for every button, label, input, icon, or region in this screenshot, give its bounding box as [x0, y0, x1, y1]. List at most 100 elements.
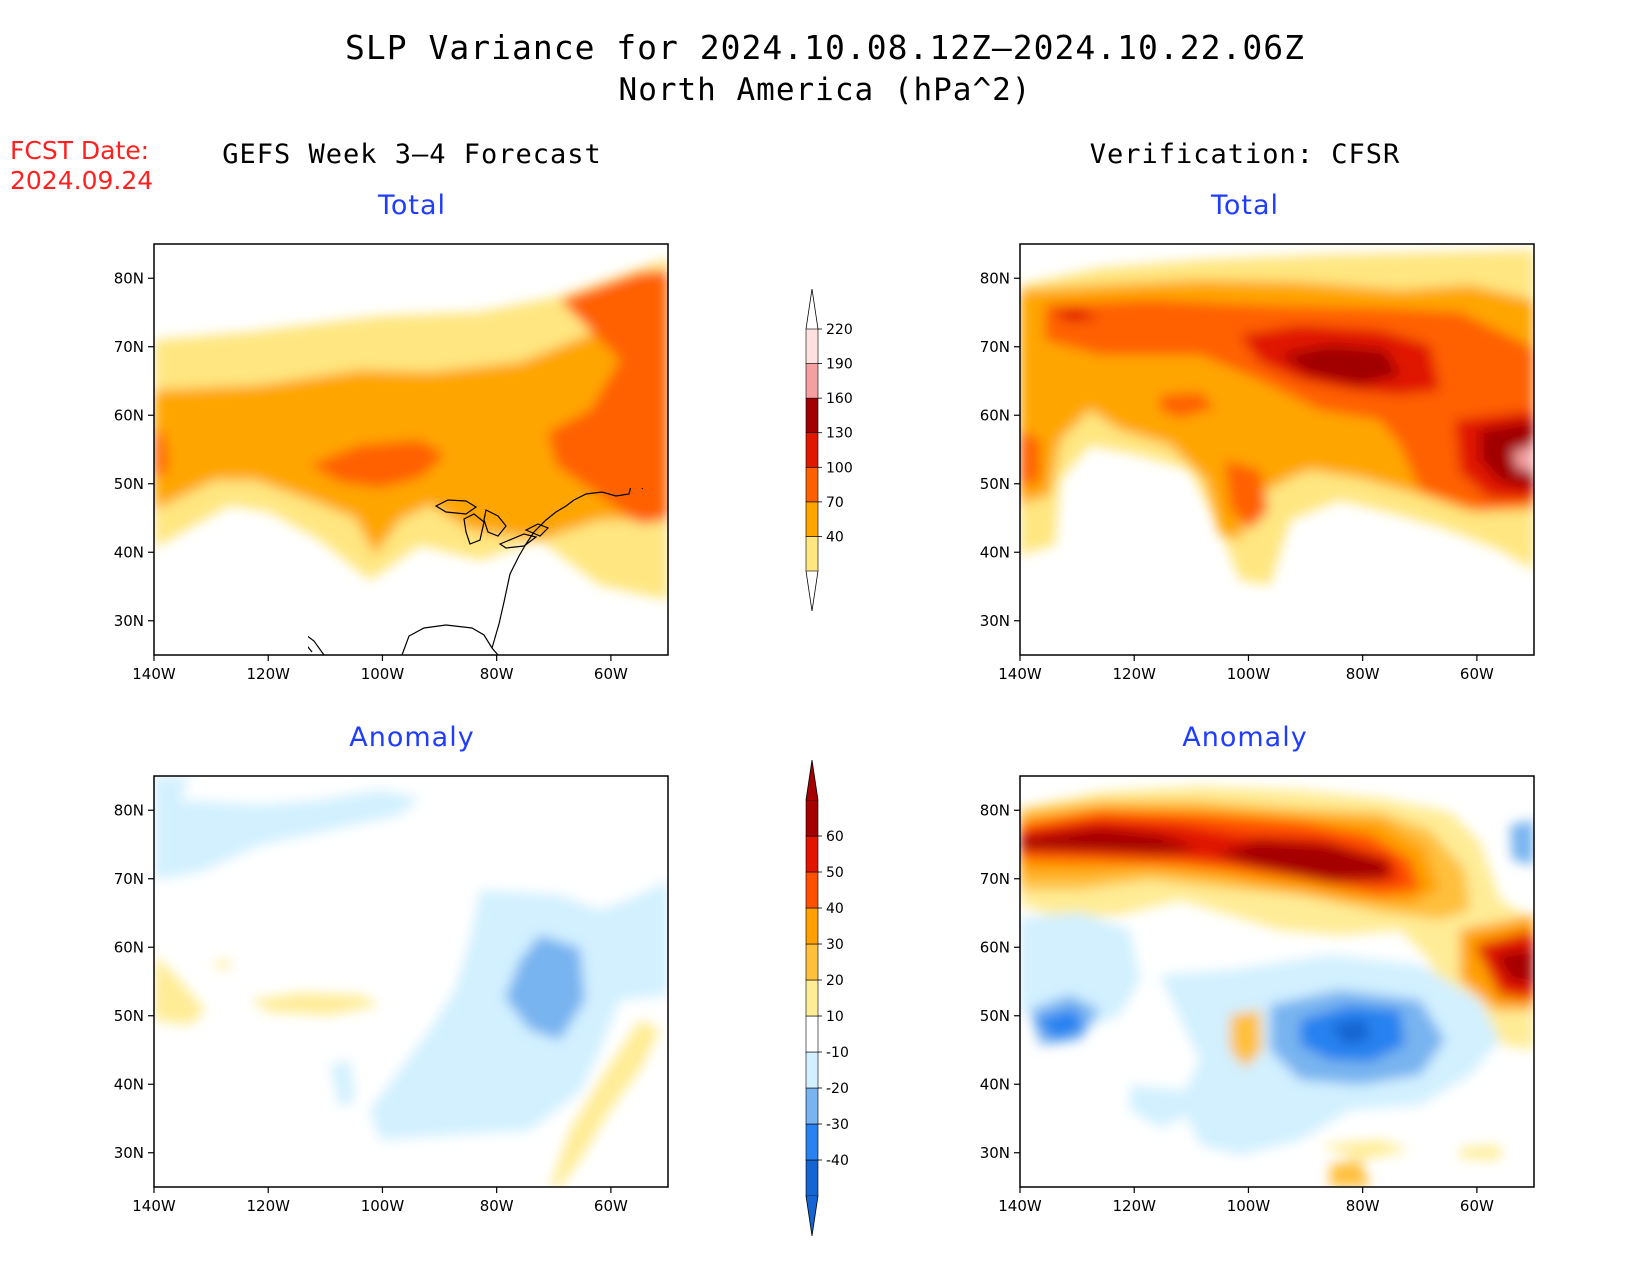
axes-layer: 140W 120W 100W 80W 60W80N70N60N50N40N30N140W…	[114, 243, 1535, 1215]
map-frame	[153, 775, 669, 1188]
panel-title-gefs-total: Total	[377, 190, 447, 221]
colorbar-label: 40	[826, 901, 844, 917]
colorbar-top-cap	[805, 288, 819, 330]
colorbar-swatch	[805, 979, 819, 1017]
lon-tick-label: 80W	[1346, 665, 1380, 683]
colorbar-swatch	[805, 536, 819, 572]
colorbar-swatch	[805, 501, 819, 537]
colorbar-label: -40	[826, 1153, 849, 1169]
colorbar-swatch	[805, 1015, 819, 1053]
colorbar-swatch	[805, 432, 819, 468]
map-panel-gefs-anomaly	[154, 776, 668, 1187]
lon-tick-label: 100W	[1227, 1197, 1271, 1215]
map-frame	[153, 243, 669, 656]
colorbar-label: 130	[826, 426, 853, 442]
colorbar-label: 20	[826, 973, 844, 989]
colorbar-swatch	[805, 871, 819, 909]
lon-tick-label: 140W	[998, 665, 1042, 683]
lon-tick-label: 120W	[1112, 1197, 1156, 1215]
colorbar-swatch	[805, 943, 819, 981]
colorbar-swatch	[805, 907, 819, 945]
lat-tick-label: 60N	[114, 938, 144, 956]
colorbar-swatch	[805, 835, 819, 873]
lat-tick-label: 30N	[980, 612, 1010, 630]
axes-cfsr-anomaly: 140W 120W 100W 80W 60W 80N 70N 60N 50N 40N 30N	[980, 775, 1535, 1215]
lat-tick-label: 80N	[980, 801, 1010, 819]
lat-tick-label: 80N	[114, 269, 144, 287]
colorbar-swatch	[805, 466, 819, 503]
lat-tick-label: 30N	[980, 1144, 1010, 1162]
map-frame	[1019, 775, 1535, 1188]
colorbar-swatch	[805, 328, 819, 364]
lat-tick-label: 60N	[980, 938, 1010, 956]
lat-tick-label: 80N	[114, 801, 144, 819]
lon-tick-label: 140W	[998, 1197, 1042, 1215]
map-frame	[1019, 243, 1535, 656]
lat-tick-label: 40N	[114, 543, 144, 561]
colorbar-swatch	[805, 1051, 819, 1089]
lat-tick-label: 70N	[980, 870, 1010, 888]
colorbar-label: 10	[826, 1009, 844, 1025]
colorbar-swatch	[805, 1087, 819, 1125]
lat-tick-label: 50N	[980, 475, 1010, 493]
colorbar-label: 30	[826, 937, 844, 953]
lat-tick-label: 30N	[114, 612, 144, 630]
lat-tick-label: 40N	[114, 1075, 144, 1093]
panel-title-gefs-anomaly: Anomaly	[349, 722, 475, 753]
colorbar-swatch	[805, 1123, 819, 1161]
lat-tick-label: 30N	[114, 1144, 144, 1162]
colorbar-top-cap	[805, 759, 819, 801]
lon-tick-label: 120W	[246, 665, 290, 683]
map-panel-gefs-total	[154, 244, 669, 656]
lon-tick-label: 140W	[132, 1197, 176, 1215]
colorbar-swatch	[805, 363, 819, 399]
colorbar-label: -30	[826, 1117, 849, 1133]
lon-tick-label: 100W	[361, 665, 405, 683]
lat-tick-label: 50N	[114, 475, 144, 493]
chart-title: SLP Variance for 2024.10.08.12Z–2024.10.…	[345, 28, 1305, 67]
colorbar-label: -20	[826, 1081, 849, 1097]
column-title-gefs: GEFS Week 3–4 Forecast	[222, 139, 602, 170]
lat-tick-label: 60N	[980, 406, 1010, 424]
lon-tick-label: 80W	[1346, 1197, 1380, 1215]
lon-tick-label: 100W	[361, 1197, 405, 1215]
lat-tick-label: 60N	[114, 406, 144, 424]
map-panel-cfsr-anomaly	[1020, 776, 1534, 1187]
chart-subtitle: North America (hPa^2)	[618, 72, 1032, 108]
lat-tick-label: 70N	[114, 870, 144, 888]
colorbar-label: 160	[826, 391, 853, 407]
colorbar-label: 100	[826, 460, 853, 476]
forecast-date-block: FCST Date: 2024.09.24	[10, 136, 153, 196]
forecast-date-value: 2024.09.24	[10, 166, 154, 195]
axes-gefs-anomaly: 140W 120W 100W 80W 60W 80N 70N 60N 50N 40N 30N	[114, 775, 669, 1215]
colorbar-bottom-cap	[805, 1195, 819, 1237]
lon-tick-label: 120W	[246, 1197, 290, 1215]
lat-tick-label: 70N	[114, 338, 144, 356]
colorbars: 40 70 100 130 160 190 220 -40 -30 -20 -10 10 20 30 40 5…	[805, 288, 853, 1237]
lat-tick-label: 40N	[980, 543, 1010, 561]
panel-title-cfsr-total: Total	[1210, 190, 1280, 221]
lon-tick-label: 60W	[594, 1197, 628, 1215]
colorbar-swatch	[805, 397, 819, 434]
lon-tick-label: 80W	[480, 1197, 514, 1215]
map-panel-cfsr-total	[1020, 244, 1534, 655]
colorbar-label: 50	[826, 865, 844, 881]
colorbar-label: 60	[826, 829, 844, 845]
lon-tick-label: 60W	[1460, 665, 1494, 683]
lat-tick-label: 50N	[980, 1007, 1010, 1025]
colorbar-total: 40 70 100 130 160 190 220	[805, 288, 853, 612]
lon-tick-label: 80W	[480, 665, 514, 683]
lon-tick-label: 100W	[1227, 665, 1271, 683]
colorbar-label: 190	[826, 357, 853, 373]
colorbar-label: 220	[826, 322, 853, 338]
column-title-cfsr: Verification: CFSR	[1089, 139, 1401, 170]
colorbar-bottom-cap	[805, 570, 819, 612]
colorbar-label: -10	[826, 1045, 849, 1061]
lat-tick-label: 80N	[980, 269, 1010, 287]
colorbar-swatch	[805, 799, 819, 837]
lon-tick-label: 60W	[1460, 1197, 1494, 1215]
lon-tick-label: 120W	[1112, 665, 1156, 683]
lat-tick-label: 50N	[114, 1007, 144, 1025]
axes-gefs-total: 140W 120W 100W 80W 60W 80N 70N 60N 50N 40N 30N	[114, 243, 669, 683]
